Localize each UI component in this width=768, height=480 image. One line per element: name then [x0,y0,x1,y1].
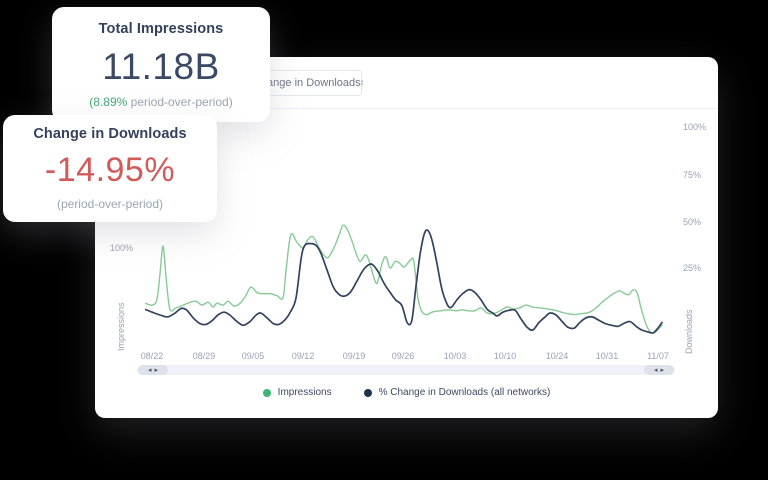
impressions-card-title: Total Impressions [98,20,224,37]
x-axis-label-10-24: 10/24 [545,351,569,361]
x-axis-label-10-10: 10/10 [493,351,517,361]
x-axis-label-11-07: 11/07 [647,351,669,361]
impressions-delta-rest: period-over-period) [127,94,233,109]
total-impressions-card: Total Impressions 11.18B (8.89% period-o… [52,7,270,122]
x-axis-label-09-19: 09/19 [342,351,366,361]
series-line-change-in-downloads-all-networks [145,229,663,334]
downloads-card-value: -14.95% [44,151,176,189]
x-axis-label-08-22: 08/22 [140,351,164,361]
legend-label: Impressions [277,387,332,398]
scroll-left-icon: ◂ [653,366,658,374]
scrollbar-right-handle[interactable]: ◂ ▸ [644,365,674,375]
legend-label: % Change in Downloads (all networks) [378,387,551,398]
right-axis-tick-100: 100% [683,122,707,132]
scroll-right-icon: ▸ [154,366,159,374]
legend-item-change-in-downloads-all-networks[interactable]: % Change in Downloads (all networks) [363,387,551,398]
x-axis-labels: 08/22 08/29 09/05 09/12 09/19 09/26 10/03 10/10… [95,351,718,363]
chart-legend: Impressions % Change in Downloads (all ne… [95,387,718,398]
select-caret-icon: ▴ ▾ [360,77,364,88]
scrollbar-left-handle[interactable]: ◂ ▸ [138,365,168,375]
chart-scrollbar[interactable]: ◂ ▸ ◂ ▸ [137,365,675,375]
legend-item-impressions[interactable]: Impressions [262,387,332,398]
dashboard-panel: Change in Downloads ▴ ▾ 100% Impressions… [95,57,718,418]
x-axis-label-09-26: 09/26 [391,351,415,361]
line-chart-canvas [145,224,663,334]
right-axis-tick-75: 75% [683,170,702,180]
legend-dot-icon [262,388,271,397]
x-axis-label-09-05: 09/05 [241,351,265,361]
change-in-downloads-card: Change in Downloads -14.95% (period-over… [3,115,217,222]
header-divider [95,108,718,109]
x-axis-label-09-12: 09/12 [291,351,315,361]
metric-dropdown-value: Change in Downloads [253,77,361,89]
legend-dot-icon [363,388,372,397]
right-axis-tick-25: 25% [683,263,702,273]
downloads-card-title: Change in Downloads [33,126,187,142]
x-axis-label-10-31: 10/31 [595,351,619,361]
x-axis-label-10-03: 10/03 [443,351,467,361]
downloads-card-subtitle: (period-over-period) [56,197,164,211]
scroll-left-icon: ◂ [147,366,152,374]
impressions-delta: (8.89% [89,94,128,109]
right-axis-tick-50: 50% [683,217,702,227]
impressions-card-subtitle: (8.89% period-over-period) [89,95,232,109]
left-axis-tick-100: 100% [109,243,133,253]
impressions-card-value: 11.18B [102,45,220,87]
series-line-impressions [145,224,663,334]
scroll-right-icon: ▸ [660,366,665,374]
x-axis-label-08-29: 08/29 [192,351,216,361]
